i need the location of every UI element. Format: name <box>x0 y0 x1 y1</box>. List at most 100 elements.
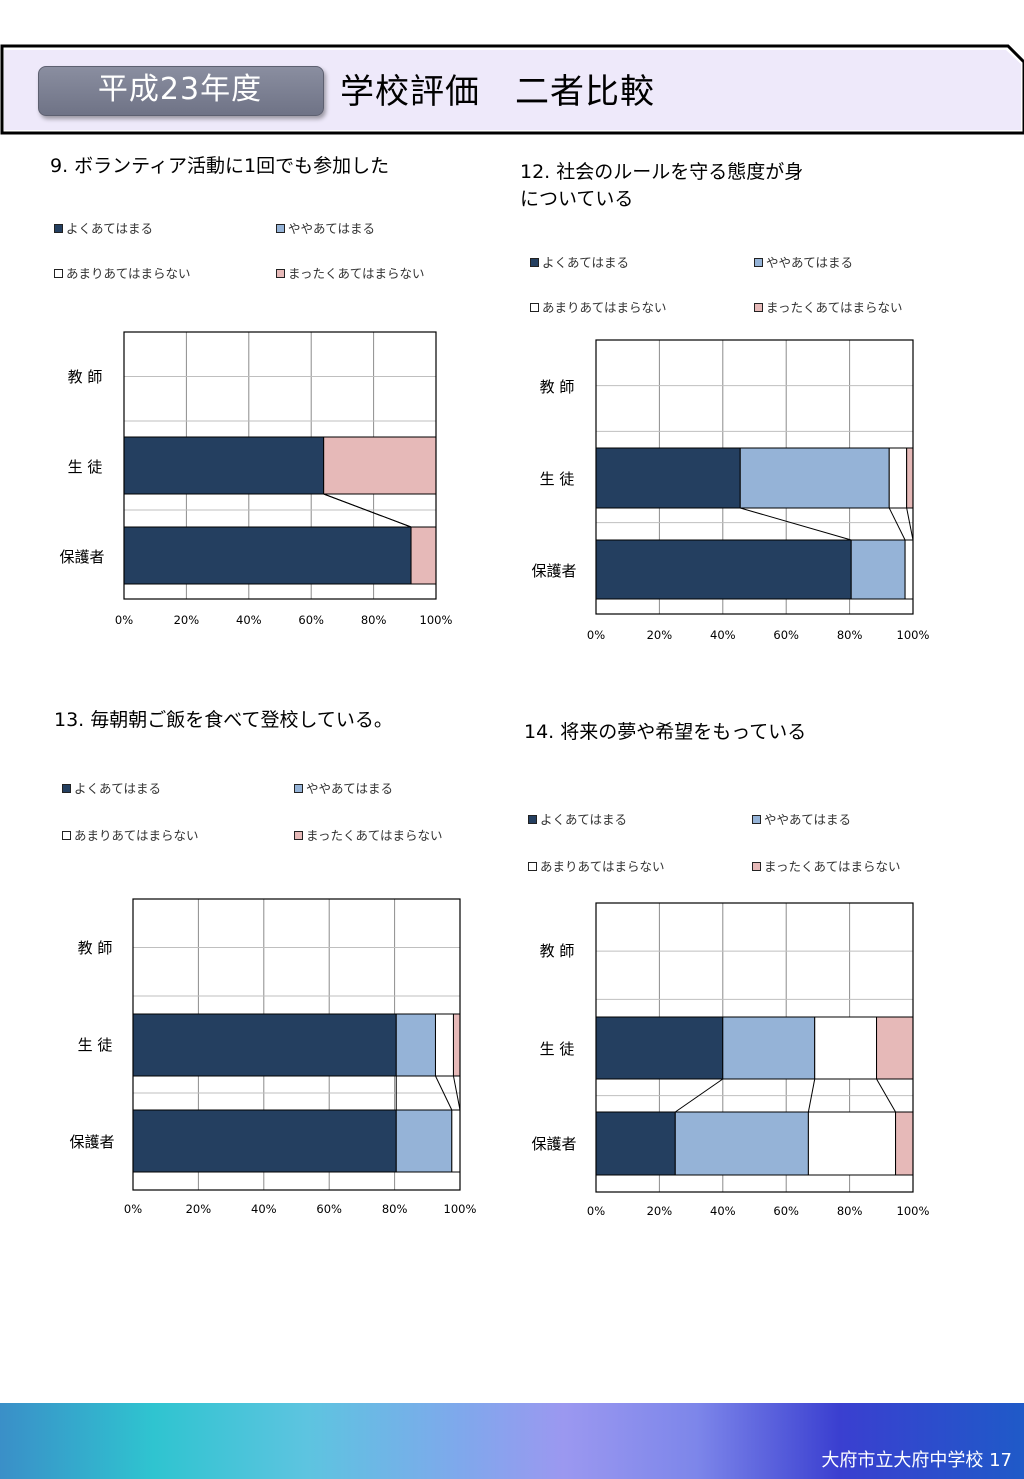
legend-item-somewhat: ややあてはまる <box>294 778 393 797</box>
bar-somewhat <box>739 447 890 509</box>
bar-not-at-all <box>895 1111 914 1176</box>
bar-very <box>123 436 325 495</box>
legend-item-very: よくあてはまる <box>530 252 629 271</box>
chart-title: 13. 毎朝朝ご飯を食べて登校している。 <box>54 709 393 731</box>
y-label-parent: 保護者 <box>531 1135 577 1153</box>
bar-somewhat <box>395 1109 453 1173</box>
x-tick-label: 60% <box>773 1204 799 1218</box>
year-badge <box>38 66 324 116</box>
legend-label: あまりあてはまらない <box>74 828 199 843</box>
legend-swatch-pink-icon <box>752 862 761 871</box>
x-tick-label: 60% <box>316 1202 342 1216</box>
y-label-teacher: 教 師 <box>539 942 575 960</box>
legend-item-not-much: あまりあてはまらない <box>530 297 667 316</box>
y-label-student: 生 徒 <box>539 1040 575 1058</box>
y-label-student: 生 徒 <box>539 470 575 488</box>
legend-item-not-at-all: まったくあてはまらない <box>754 297 903 316</box>
legend-item-somewhat: ややあてはまる <box>754 252 853 271</box>
series-connector-line <box>906 507 914 541</box>
x-tick-label: 20% <box>186 1202 212 1216</box>
bar-somewhat <box>674 1111 809 1176</box>
x-tick-label: 20% <box>174 613 200 627</box>
legend-swatch-navy-icon <box>528 815 537 824</box>
series-connector-line <box>323 493 412 528</box>
legend-label: よくあてはまる <box>66 221 154 236</box>
x-tick-label: 80% <box>382 1202 408 1216</box>
legend-item-very: よくあてはまる <box>528 809 627 828</box>
legend-item-not-at-all: まったくあてはまらない <box>752 856 901 875</box>
legend-swatch-navy-icon <box>62 784 71 793</box>
x-tick-label: 40% <box>710 1204 736 1218</box>
x-tick-label: 100% <box>420 613 453 627</box>
legend-item-somewhat: ややあてはまる <box>752 809 851 828</box>
series-connector-line <box>452 1075 461 1111</box>
legend-swatch-lightblue-icon <box>276 224 285 233</box>
plot-border <box>123 331 437 600</box>
x-tick-label: 0% <box>587 1204 605 1218</box>
y-label-parent: 保護者 <box>69 1133 115 1151</box>
chart-title: 12. 社会のルールを守る態度が身 についている <box>520 161 804 210</box>
chart-legend: よくあてはまる ややあてはまる あまりあてはまらない まったくあてはまらない <box>54 218 474 288</box>
legend-item-not-at-all: まったくあてはまらない <box>276 263 425 282</box>
x-tick-label: 100% <box>897 1204 930 1218</box>
legend-item-not-much: あまりあてはまらない <box>54 263 191 282</box>
legend-label: ややあてはまる <box>766 255 854 270</box>
x-tick-label: 80% <box>837 628 863 642</box>
x-tick-label: 100% <box>897 628 930 642</box>
legend-swatch-white-icon <box>62 831 71 840</box>
y-label-parent: 保護者 <box>531 562 577 580</box>
x-tick-label: 80% <box>361 613 387 627</box>
legend-label: まったくあてはまらない <box>764 859 901 874</box>
legend-item-somewhat: ややあてはまる <box>276 218 375 237</box>
page-title: 学校評価 二者比較 <box>340 72 655 112</box>
legend-item-very: よくあてはまる <box>54 218 153 237</box>
plot-area: 0% 20% 40% 60% 80% 100% <box>115 331 453 627</box>
legend-swatch-lightblue-icon <box>752 815 761 824</box>
bar-not-much <box>814 1016 878 1080</box>
bar-not-much <box>807 1111 897 1176</box>
y-label-parent: 保護者 <box>59 548 105 566</box>
legend-item-very: よくあてはまる <box>62 778 161 797</box>
plot-border <box>595 902 914 1193</box>
bar-very <box>595 447 741 509</box>
chart-legend: よくあてはまる ややあてはまる あまりあてはまらない まったくあてはまらない <box>62 778 482 848</box>
x-tick-label: 0% <box>115 613 133 627</box>
legend-label: ややあてはまる <box>306 781 394 796</box>
footer-school-name: 大府市立大府中学校 17 <box>821 1450 1012 1471</box>
legend-label: ややあてはまる <box>764 812 852 827</box>
series-connector-line <box>435 1075 453 1111</box>
bar-not-at-all <box>410 526 437 585</box>
x-tick-label: 20% <box>647 1204 673 1218</box>
x-tick-label: 60% <box>298 613 324 627</box>
legend-label: よくあてはまる <box>74 781 162 796</box>
legend-swatch-white-icon <box>530 303 539 312</box>
year-label: 平成23年度 <box>97 72 263 107</box>
legend-swatch-pink-icon <box>294 831 303 840</box>
y-label-teacher: 教 師 <box>67 368 103 386</box>
series-connector-line <box>740 507 852 541</box>
legend-swatch-pink-icon <box>276 269 285 278</box>
legend-swatch-pink-icon <box>754 303 763 312</box>
chart-title: 9. ボランティア活動に1回でも参加した <box>50 155 390 177</box>
x-tick-label: 40% <box>710 628 736 642</box>
chart-legend: よくあてはまる ややあてはまる あまりあてはまらない まったくあてはまらない <box>530 252 950 322</box>
x-tick-label: 40% <box>251 1202 277 1216</box>
legend-label: まったくあてはまらない <box>766 300 903 315</box>
y-label-teacher: 教 師 <box>539 378 575 396</box>
plot-area: 0% 20% 40% 60% 80% 100% <box>587 339 930 642</box>
bar-not-at-all <box>323 436 437 495</box>
legend-swatch-lightblue-icon <box>754 258 763 267</box>
legend-label: まったくあてはまらない <box>288 266 425 281</box>
legend-label: まったくあてはまらない <box>306 828 443 843</box>
x-tick-label: 100% <box>444 1202 477 1216</box>
legend-label: よくあてはまる <box>540 812 628 827</box>
x-tick-label: 0% <box>587 628 605 642</box>
legend-swatch-navy-icon <box>530 258 539 267</box>
series-connector-line <box>888 507 906 541</box>
legend-item-not-much: あまりあてはまらない <box>528 856 665 875</box>
x-tick-label: 80% <box>837 1204 863 1218</box>
legend-label: あまりあてはまらない <box>66 266 191 281</box>
chart-title: 14. 将来の夢や希望をもっている <box>524 721 807 743</box>
legend-item-not-at-all: まったくあてはまらない <box>294 825 443 844</box>
series-connector-line <box>807 1078 816 1113</box>
